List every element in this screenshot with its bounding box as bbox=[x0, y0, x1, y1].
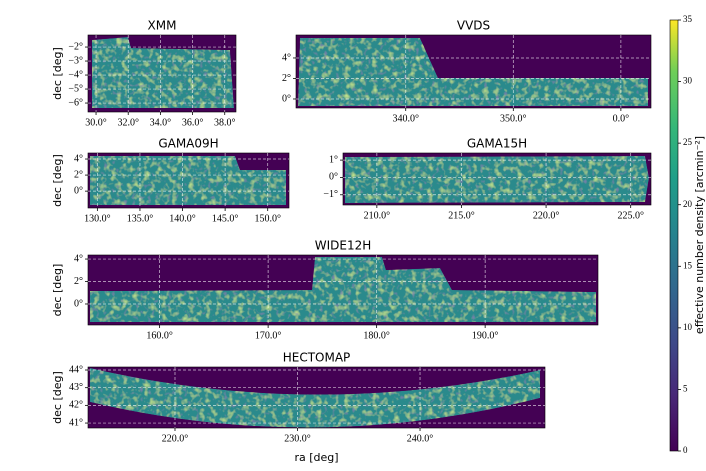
y-tick-label: 1° bbox=[329, 154, 338, 165]
x-tick-label: 225.0° bbox=[617, 210, 644, 221]
x-tick-label: 240.0° bbox=[407, 433, 434, 444]
x-tick-label: 180.0° bbox=[363, 330, 390, 341]
panel-title: WIDE12H bbox=[315, 239, 372, 253]
y-tick-label: 42° bbox=[69, 400, 83, 411]
colorbar-tick-label: 15 bbox=[683, 260, 693, 270]
x-tick-label: 170.0° bbox=[255, 330, 282, 341]
panel-frame bbox=[87, 366, 546, 429]
x-tick-label: 150.0° bbox=[254, 213, 281, 224]
y-tick-label: 43° bbox=[69, 382, 83, 393]
panel-frame bbox=[87, 34, 237, 113]
y-tick-label: −2° bbox=[68, 41, 83, 52]
x-tick-label: 36.0° bbox=[182, 117, 204, 128]
y-tick-label: 0° bbox=[74, 298, 83, 309]
footprint bbox=[92, 37, 234, 108]
footprint bbox=[298, 38, 648, 106]
y-tick-label: 0° bbox=[74, 185, 83, 196]
footprint bbox=[90, 257, 596, 322]
x-tick-label: 350.0° bbox=[500, 113, 527, 124]
footprints bbox=[90, 37, 649, 428]
y-tick-label: 0° bbox=[282, 93, 291, 104]
y-tick-label: −1° bbox=[323, 189, 338, 200]
y-tick-label: 2° bbox=[74, 169, 83, 180]
panel-title: VVDS bbox=[457, 19, 490, 33]
x-tick-label: 190.0° bbox=[472, 330, 499, 341]
x-tick-label: 0.0° bbox=[613, 113, 630, 124]
colorbar-tick-label: 25 bbox=[683, 137, 693, 147]
x-tick-label: 30.0° bbox=[85, 117, 107, 128]
panel-frame bbox=[295, 34, 652, 109]
panel-title: HECTOMAP bbox=[283, 351, 351, 365]
y-tick-label: 0° bbox=[329, 172, 338, 183]
x-tick-label: 230.0° bbox=[284, 433, 311, 444]
panel-frame bbox=[87, 254, 599, 326]
x-tick-label: 34.0° bbox=[150, 117, 172, 128]
x-tick-label: 145.0° bbox=[212, 213, 239, 224]
colorbar-tick-label: 30 bbox=[683, 76, 693, 86]
footprint bbox=[90, 156, 286, 205]
y-tick-label: 4° bbox=[282, 52, 291, 63]
x-tick-label: 210.0° bbox=[364, 210, 391, 221]
y-tick-label: −5° bbox=[68, 83, 83, 94]
panel-title: GAMA15H bbox=[467, 137, 527, 151]
x-tick-label: 140.0° bbox=[169, 213, 196, 224]
y-tick-label: −3° bbox=[68, 55, 83, 66]
x-tick-label: 220.0° bbox=[533, 210, 560, 221]
colorbar-tick-label: 10 bbox=[683, 322, 693, 332]
x-tick-label: 135.0° bbox=[127, 213, 154, 224]
y-tick-label: 4° bbox=[74, 253, 83, 264]
y-tick-label: 4° bbox=[74, 153, 83, 164]
panel-frame bbox=[342, 152, 652, 206]
colorbar-label: effective number density [arcmin⁻²] bbox=[693, 136, 706, 334]
x-tick-label: 32.0° bbox=[117, 117, 139, 128]
panel-title: XMM bbox=[148, 19, 177, 33]
footprint bbox=[345, 156, 649, 203]
y-axis-label: dec [deg] bbox=[51, 47, 64, 100]
y-axis-label: dec [deg] bbox=[51, 264, 64, 317]
colorbar-tick-label: 20 bbox=[683, 199, 693, 209]
y-tick-label: 41° bbox=[69, 417, 83, 428]
y-tick-label: −6° bbox=[68, 97, 83, 108]
x-tick-label: 130.0° bbox=[84, 213, 111, 224]
y-axis-label: dec [deg] bbox=[51, 371, 64, 424]
x-tick-label: 340.0° bbox=[392, 113, 419, 124]
x-tick-label: 160.0° bbox=[146, 330, 173, 341]
footprint bbox=[90, 368, 540, 428]
colorbar-tick-label: 35 bbox=[683, 14, 693, 24]
colorbar bbox=[669, 19, 679, 452]
y-tick-label: 44° bbox=[69, 364, 83, 375]
x-axis-label: ra [deg] bbox=[294, 451, 338, 464]
y-tick-label: 2° bbox=[74, 276, 83, 287]
colorbar-tick-label: 0 bbox=[683, 445, 688, 455]
y-axis-label: dec [deg] bbox=[51, 154, 64, 207]
panel-frame bbox=[87, 152, 290, 209]
panel-title: GAMA09H bbox=[158, 137, 218, 151]
x-tick-label: 215.0° bbox=[448, 210, 475, 221]
x-tick-label: 220.0° bbox=[162, 433, 189, 444]
x-tick-label: 38.0° bbox=[214, 117, 236, 128]
y-tick-label: 2° bbox=[282, 73, 291, 84]
colorbar-tick-label: 5 bbox=[683, 383, 688, 393]
y-tick-label: −4° bbox=[68, 69, 83, 80]
